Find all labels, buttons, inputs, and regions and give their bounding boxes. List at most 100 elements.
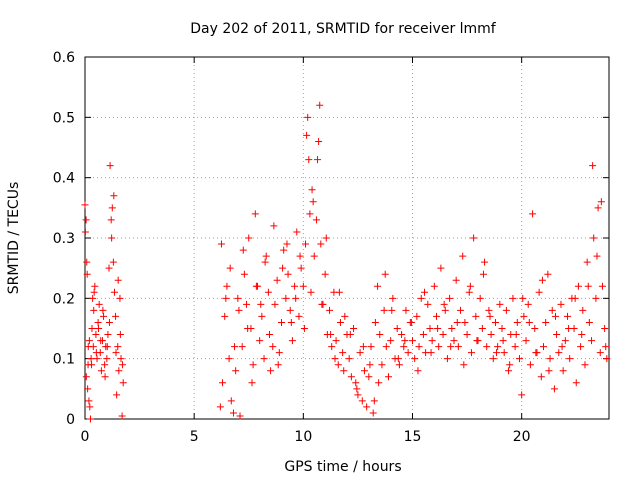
data-point [229,409,237,417]
data-point [336,318,344,326]
data-point [593,252,601,260]
data-point [101,361,109,369]
data-point [87,355,95,363]
data-point [251,210,259,218]
data-point [89,343,97,351]
data-point [389,294,397,302]
data-point [235,306,243,314]
data-point [296,252,304,260]
data-point [221,312,229,320]
data-point [496,300,504,308]
data-point [119,379,127,387]
data-point [269,343,277,351]
data-point [81,201,89,209]
data-point [346,331,354,339]
data-point [252,282,260,290]
data-point [566,355,574,363]
data-point [382,343,390,351]
data-point [105,318,113,326]
data-point [317,240,325,248]
data-point [353,385,361,393]
data-point [430,282,438,290]
data-point [489,355,497,363]
data-point [393,325,401,332]
data-point [564,312,572,320]
data-point [225,355,233,363]
data-point [321,270,329,278]
chart-title: Day 202 of 2011, SRMTID for receiver lmm… [190,21,497,37]
data-point [103,355,111,363]
y-tick-label: 0.3 [53,231,75,247]
data-point [118,412,126,420]
data-point [394,355,402,363]
data-point [404,349,412,357]
x-tick-label: 20 [513,429,531,445]
data-point [571,294,579,302]
data-point [440,300,448,308]
data-point [345,355,353,363]
data-point [101,373,109,381]
data-point [454,343,462,351]
data-point [380,306,388,314]
data-point [552,312,560,320]
data-point [273,276,281,284]
data-point [275,349,283,357]
data-point [110,288,118,296]
data-point [401,337,409,345]
data-point [328,343,336,351]
data-point [92,331,100,339]
data-point [515,355,523,363]
data-point [304,113,312,121]
data-point [522,337,530,345]
data-point [85,337,93,345]
y-tick-label: 0.4 [53,171,75,187]
data-point [83,270,91,278]
data-point [421,288,429,296]
data-point [258,312,266,320]
data-point [300,325,308,332]
x-tick-label: 10 [294,429,312,445]
data-point [365,373,373,381]
data-point [424,300,432,308]
data-point [603,355,611,363]
data-point [601,325,609,332]
data-point [502,306,510,314]
data-point [347,373,355,381]
data-point [565,325,573,332]
data-point [245,234,253,242]
data-point [498,325,506,332]
data-point [331,355,339,363]
data-point [427,349,435,357]
data-point [592,294,600,302]
data-point [402,306,410,314]
data-point [226,264,234,272]
data-point [257,300,265,308]
data-point [553,331,561,339]
data-point [513,318,521,326]
data-point [240,270,248,278]
data-point [473,337,481,345]
data-point [589,162,597,170]
data-point [441,306,449,314]
data-point [512,331,520,339]
data-point [108,204,116,212]
data-point [452,276,460,284]
data-point [577,343,585,351]
data-point [529,210,537,218]
data-point [339,349,347,357]
data-point [509,294,517,302]
data-point [271,300,279,308]
data-point [89,294,97,302]
data-point [561,337,569,345]
data-point [466,282,474,290]
data-point [352,379,360,387]
data-point [428,337,436,345]
data-point [335,288,343,296]
data-point [100,312,108,320]
data-point [460,361,468,369]
data-point [107,216,115,224]
data-point [293,228,301,236]
data-point [86,415,94,423]
x-axis-label: GPS time / hours [284,459,401,475]
data-point [400,343,408,351]
